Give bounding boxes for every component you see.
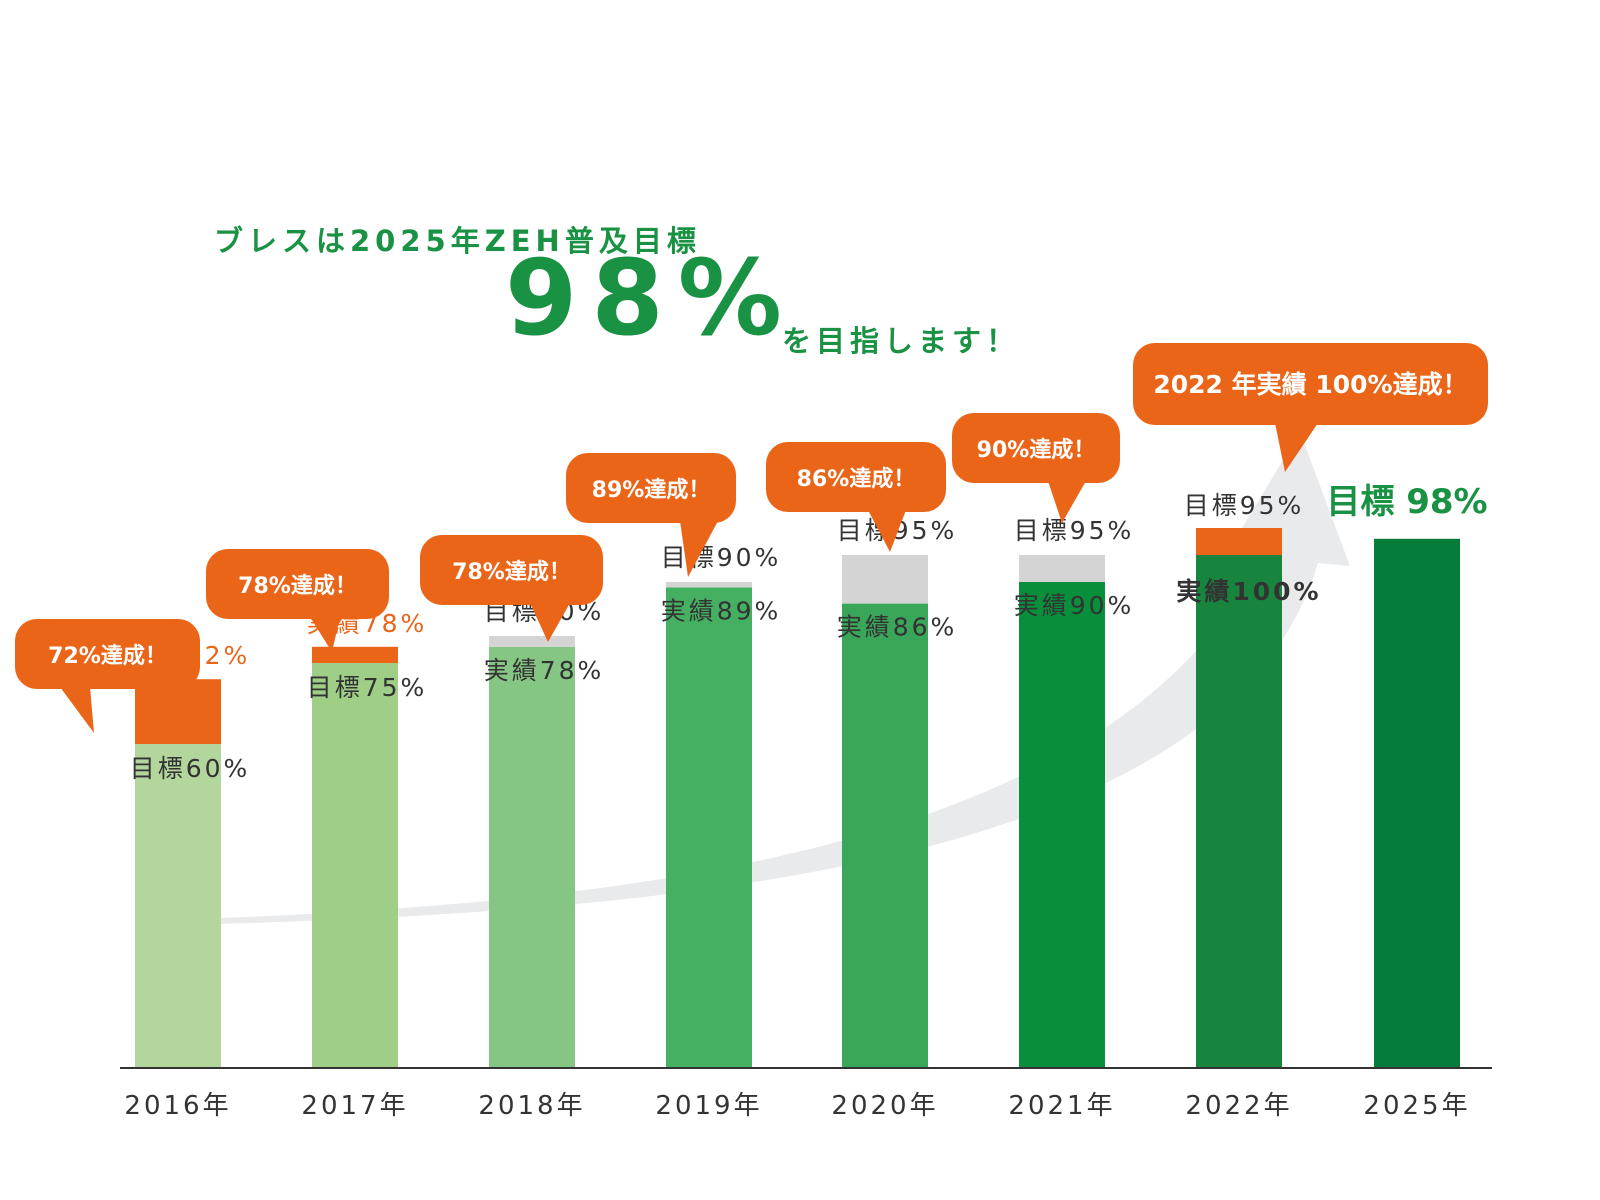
- x-tick-label: 2019年: [655, 1091, 762, 1121]
- callout-tail: [680, 521, 718, 577]
- callout-bubble: 90%達成！: [952, 413, 1120, 523]
- target-label: 目標60%: [130, 754, 251, 783]
- bar-shortfall-segment: [842, 555, 928, 604]
- callout-label: 78%達成！: [452, 559, 571, 585]
- bar-base: [312, 663, 398, 1068]
- callout-bubble: 78%達成！: [206, 549, 389, 652]
- bar-shortfall-segment: [666, 582, 752, 588]
- bar-shortfall-segment: [1019, 555, 1105, 582]
- callout-bubble: 86%達成！: [766, 442, 946, 552]
- x-tick-label: 2018年: [478, 1091, 585, 1121]
- x-tick-label: 2020年: [831, 1091, 938, 1121]
- bar-exceeded-segment: [1196, 528, 1282, 555]
- bar-base: [1374, 538, 1460, 1068]
- x-tick-label: 2025年: [1363, 1091, 1470, 1121]
- actual-label: 実績86%: [837, 613, 958, 642]
- x-tick-label: 2021年: [1008, 1091, 1115, 1121]
- callout-body: [206, 549, 389, 619]
- target-label: 目標95%: [1184, 491, 1305, 520]
- callout-label: 89%達成！: [592, 477, 711, 503]
- callout-tail: [1048, 481, 1086, 523]
- callout-bubble: 89%達成！: [566, 453, 736, 577]
- callout-bubble: 2022 年実績 100%達成！: [1133, 343, 1488, 472]
- headline-line2: を目指します！: [782, 324, 1021, 358]
- target-label: 目標 98%: [1326, 482, 1487, 522]
- target-label: 目標75%: [307, 673, 428, 702]
- actual-label: 実績78%: [484, 656, 605, 685]
- x-tick-label: 2016年: [124, 1091, 231, 1121]
- callout-body: [766, 442, 946, 512]
- callout-label: 2022 年実績 100%達成！: [1153, 370, 1467, 399]
- actual-label: 実績89%: [661, 596, 782, 625]
- actual-label: 実績90%: [1014, 591, 1135, 620]
- bar-exceeded-segment: [312, 646, 398, 663]
- bar-base: [1196, 555, 1282, 1068]
- bar-base: [489, 646, 575, 1068]
- callout-body: [420, 535, 603, 605]
- bar-base: [666, 587, 752, 1068]
- callout-body: [952, 413, 1120, 483]
- callout-tail: [868, 510, 906, 552]
- callout-label: 90%達成！: [977, 437, 1096, 463]
- callout-tail: [1275, 423, 1318, 472]
- target-label: 目標90%: [661, 543, 782, 572]
- callout-label: 86%達成！: [797, 466, 916, 492]
- actual-label: 実績100%: [1176, 577, 1321, 606]
- bar-base: [1019, 582, 1105, 1068]
- headline-target-value: 98%: [505, 237, 796, 359]
- callout-tail: [310, 617, 340, 652]
- callout-bubble: 78%達成！: [420, 535, 603, 642]
- callout-body: [15, 619, 200, 689]
- callout-bubble: 72%達成！: [15, 619, 200, 733]
- callout-tail: [60, 687, 94, 733]
- callout-tail: [530, 603, 570, 642]
- x-tick-label: 2022年: [1185, 1091, 1292, 1121]
- callout-label: 72%達成！: [48, 643, 167, 669]
- target-label: 目標95%: [1014, 516, 1135, 545]
- headline-line1: ブレスは2025年ZEH普及目標: [214, 224, 701, 258]
- callout-body: [1133, 343, 1488, 425]
- callout-label: 78%達成！: [238, 573, 357, 599]
- bar-base: [842, 603, 928, 1068]
- callout-body: [566, 453, 736, 523]
- bar-exceeded-segment: [135, 679, 221, 744]
- bar-base: [135, 744, 221, 1068]
- x-tick-label: 2017年: [301, 1091, 408, 1121]
- bar-shortfall-segment: [489, 636, 575, 647]
